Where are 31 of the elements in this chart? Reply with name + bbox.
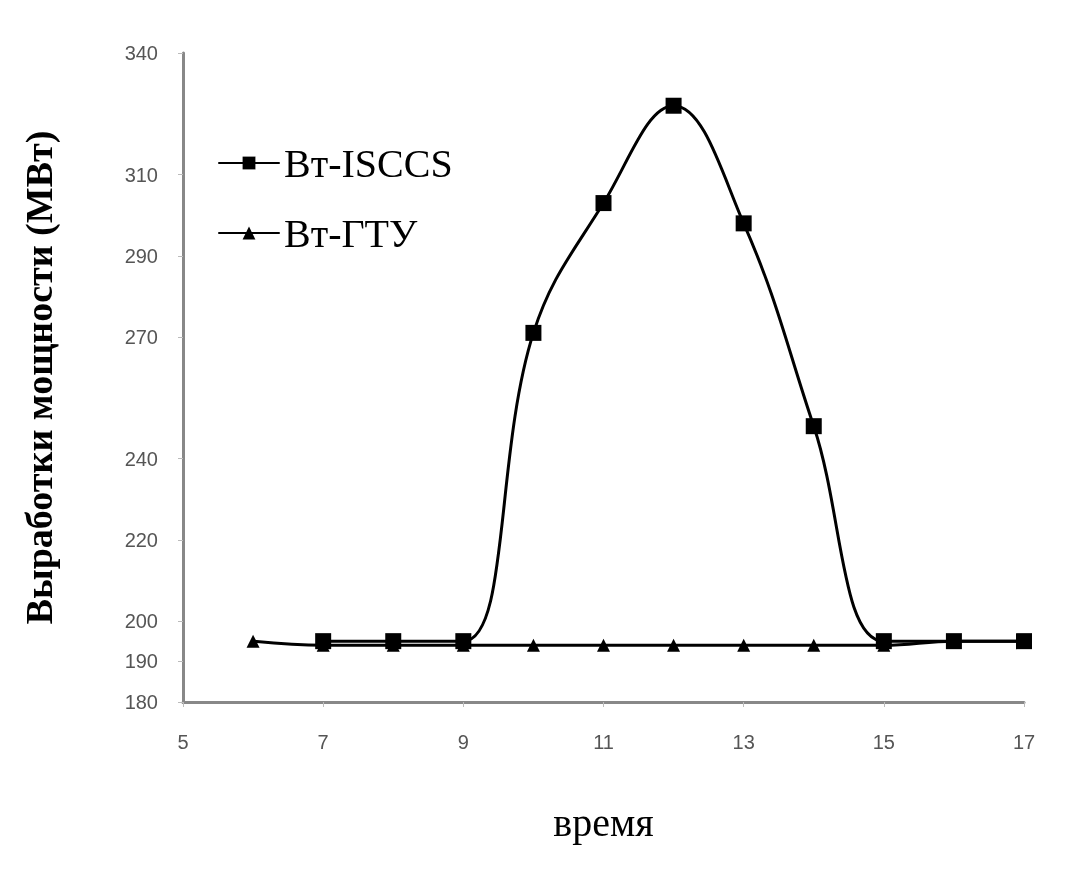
x-tick-label: 9: [457, 731, 469, 753]
point: [737, 638, 751, 652]
point: [667, 638, 681, 652]
y-tick-label: 340: [124, 42, 158, 64]
point: [597, 638, 610, 652]
point: [525, 324, 542, 341]
legend-label: Вт-ISCCS: [284, 140, 453, 186]
point: [246, 634, 260, 648]
y-tick-label: 270: [124, 325, 158, 348]
x-tick-label: 17: [1012, 731, 1036, 753]
x-tick-label: 11: [593, 731, 614, 753]
x-tick-label: 5: [177, 731, 189, 753]
y-tick-label: 190: [124, 650, 158, 673]
x-axis-title: время: [553, 799, 654, 845]
point: [595, 195, 612, 212]
x-tick-label: 15: [872, 731, 895, 753]
x-tick-label: 13: [732, 731, 755, 753]
point: [735, 215, 752, 232]
x-tick-label: 7: [317, 731, 329, 753]
y-tick-label: 180: [124, 691, 158, 713]
y-tick-label: 200: [124, 609, 158, 632]
y-tick-label: 220: [124, 528, 158, 551]
y-tick-label: 240: [124, 447, 158, 470]
point: [526, 638, 540, 652]
y-tick-label: 290: [124, 244, 158, 267]
point: [807, 638, 821, 652]
point: [665, 97, 682, 114]
legend-label: Вт-ГТУ: [284, 210, 419, 256]
point: [805, 418, 822, 435]
y-tick-label: 310: [124, 163, 158, 186]
y-axis-title: Выработки мощности (МВт): [18, 130, 61, 625]
